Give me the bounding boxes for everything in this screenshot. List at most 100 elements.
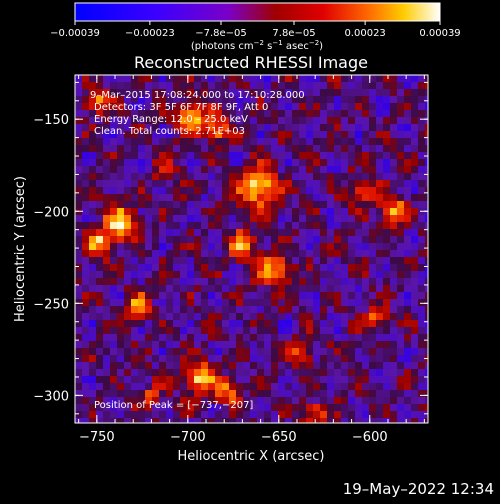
heatmap-cell bbox=[327, 285, 335, 293]
heatmap-cell bbox=[362, 110, 370, 118]
heatmap-cell bbox=[96, 271, 104, 279]
heatmap-cell bbox=[159, 264, 167, 272]
heatmap-cell bbox=[292, 145, 300, 153]
heatmap-cell bbox=[425, 187, 433, 195]
heatmap-cell bbox=[96, 152, 104, 160]
heatmap-cell bbox=[334, 257, 342, 265]
heatmap-cell bbox=[306, 194, 314, 202]
heatmap-cell bbox=[334, 208, 342, 216]
heatmap-cell bbox=[425, 159, 433, 167]
heatmap-cell bbox=[320, 411, 328, 419]
heatmap-cell bbox=[173, 159, 181, 167]
heatmap-cell bbox=[89, 278, 97, 286]
heatmap-cell bbox=[194, 215, 202, 223]
heatmap-cell bbox=[327, 404, 335, 412]
heatmap-cell bbox=[271, 334, 279, 342]
heatmap-cell bbox=[131, 194, 139, 202]
heatmap-cell bbox=[180, 320, 188, 328]
heatmap-cell bbox=[145, 257, 153, 265]
heatmap-cell bbox=[96, 180, 104, 188]
heatmap-cell bbox=[96, 327, 104, 335]
heatmap-cell bbox=[229, 264, 237, 272]
heatmap-cell bbox=[355, 285, 363, 293]
heatmap-cell bbox=[376, 131, 384, 139]
heatmap-cell bbox=[264, 180, 272, 188]
heatmap-cell bbox=[341, 390, 349, 398]
heatmap-cell bbox=[96, 348, 104, 356]
heatmap-cell bbox=[89, 320, 97, 328]
heatmap-cell bbox=[243, 369, 251, 377]
heatmap-cell bbox=[278, 82, 286, 90]
heatmap-cell bbox=[292, 327, 300, 335]
heatmap-cell bbox=[341, 222, 349, 230]
heatmap-cell bbox=[159, 82, 167, 90]
heatmap-cell bbox=[236, 362, 244, 370]
heatmap-cell bbox=[173, 152, 181, 160]
heatmap-cell bbox=[229, 348, 237, 356]
heatmap-cell bbox=[278, 103, 286, 111]
heatmap-cell bbox=[250, 306, 258, 314]
heatmap-cell bbox=[299, 362, 307, 370]
heatmap-cell bbox=[145, 250, 153, 258]
heatmap-cell bbox=[285, 404, 293, 412]
heatmap-cell bbox=[75, 215, 83, 223]
heatmap-cell bbox=[152, 229, 160, 237]
heatmap-cell bbox=[110, 208, 118, 216]
heatmap-cell bbox=[383, 215, 391, 223]
heatmap-cell bbox=[313, 138, 321, 146]
heatmap-cell bbox=[383, 327, 391, 335]
heatmap-cell bbox=[89, 299, 97, 307]
heatmap-cell bbox=[306, 313, 314, 321]
heatmap-cell bbox=[187, 180, 195, 188]
heatmap-cell bbox=[341, 257, 349, 265]
heatmap-cell bbox=[257, 320, 265, 328]
heatmap-cell bbox=[334, 96, 342, 104]
heatmap-cell bbox=[341, 138, 349, 146]
heatmap-cell bbox=[110, 313, 118, 321]
heatmap-cell bbox=[341, 194, 349, 202]
heatmap-cell bbox=[397, 271, 405, 279]
heatmap-cell bbox=[145, 243, 153, 251]
heatmap-cell bbox=[194, 236, 202, 244]
heatmap-cell bbox=[166, 299, 174, 307]
heatmap-cell bbox=[145, 341, 153, 349]
heatmap-cell bbox=[166, 369, 174, 377]
heatmap-cell bbox=[229, 278, 237, 286]
heatmap-cell bbox=[82, 341, 90, 349]
heatmap-cell bbox=[215, 159, 223, 167]
heatmap-cell bbox=[327, 341, 335, 349]
heatmap-cell bbox=[89, 285, 97, 293]
heatmap-cell bbox=[124, 229, 132, 237]
heatmap-cell bbox=[278, 390, 286, 398]
heatmap-cell bbox=[299, 355, 307, 363]
heatmap-cell bbox=[264, 376, 272, 384]
heatmap-cell bbox=[222, 355, 230, 363]
heatmap-cell bbox=[117, 257, 125, 265]
heatmap-cell bbox=[257, 404, 265, 412]
heatmap-cell bbox=[271, 362, 279, 370]
heatmap-cell bbox=[187, 82, 195, 90]
heatmap-cell bbox=[82, 166, 90, 174]
heatmap-cell bbox=[362, 369, 370, 377]
heatmap-cell bbox=[397, 152, 405, 160]
heatmap-cell bbox=[159, 250, 167, 258]
heatmap-cell bbox=[173, 306, 181, 314]
heatmap-cell bbox=[306, 341, 314, 349]
heatmap-cell bbox=[369, 89, 377, 97]
heatmap-cell bbox=[89, 208, 97, 216]
heatmap-cell bbox=[376, 89, 384, 97]
heatmap-cell bbox=[138, 222, 146, 230]
heatmap-cell bbox=[306, 152, 314, 160]
heatmap-cell bbox=[229, 362, 237, 370]
heatmap-cell bbox=[110, 320, 118, 328]
heatmap-cell bbox=[166, 334, 174, 342]
heatmap-cell bbox=[222, 208, 230, 216]
heatmap-cell bbox=[243, 145, 251, 153]
heatmap-cell bbox=[264, 124, 272, 132]
heatmap-cell bbox=[194, 166, 202, 174]
heatmap-cell bbox=[201, 222, 209, 230]
heatmap-cell bbox=[355, 320, 363, 328]
heatmap-cell bbox=[299, 250, 307, 258]
heatmap-cell bbox=[159, 390, 167, 398]
heatmap-cell bbox=[215, 257, 223, 265]
